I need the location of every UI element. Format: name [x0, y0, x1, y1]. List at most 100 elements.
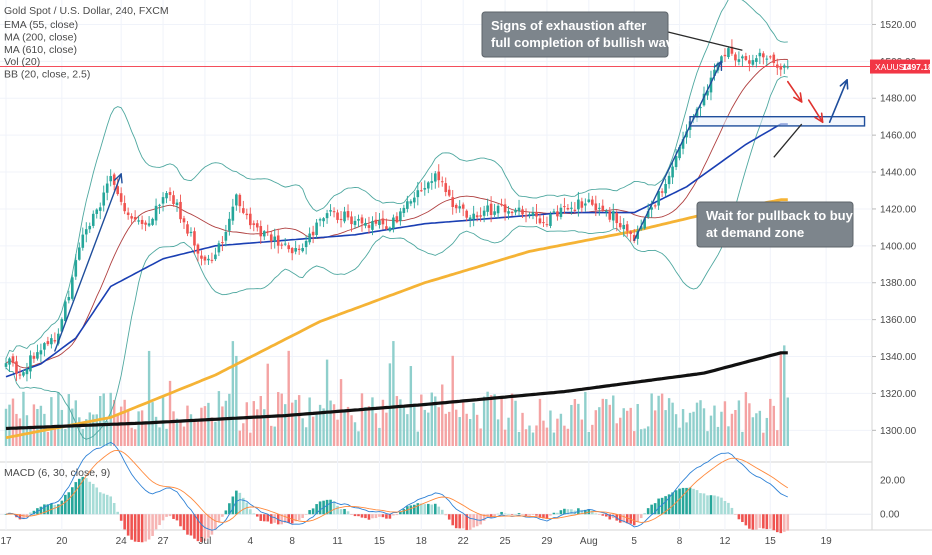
candle: [542, 215, 545, 227]
candle: [147, 216, 151, 228]
macd-histogram-bar: [224, 510, 228, 515]
candle-body: [53, 340, 57, 342]
candle-body: [186, 224, 189, 234]
volume-bar: [653, 410, 657, 446]
bb-lower: [5, 76, 788, 440]
macd-histogram-bar: [29, 512, 32, 515]
macd-histogram-bar: [734, 514, 737, 515]
candle: [465, 209, 468, 222]
volume-bar: [755, 413, 758, 446]
candle: [622, 218, 626, 237]
exhaustion-callout-box: [481, 11, 669, 58]
candle-body: [74, 260, 78, 277]
macd-histogram-bar: [468, 514, 472, 530]
candle: [144, 220, 147, 232]
candle-body: [353, 220, 357, 225]
volume-bar: [270, 425, 273, 446]
macd-histogram-bar: [98, 492, 102, 515]
candle: [193, 227, 196, 254]
candle-body: [207, 258, 210, 261]
volume-bar: [688, 412, 692, 446]
macd-histogram-bar: [161, 514, 165, 521]
candle-body: [699, 107, 702, 109]
candle: [584, 198, 587, 212]
candle: [566, 204, 570, 211]
candle-body: [542, 222, 545, 224]
macd-histogram-bar: [283, 514, 287, 523]
candle: [479, 207, 482, 222]
candle-body: [545, 224, 549, 226]
candle-body: [608, 211, 612, 220]
macd-histogram-bar: [413, 504, 416, 515]
macd-histogram-bar: [748, 514, 751, 529]
candle-body: [639, 226, 643, 230]
macd-histogram-bar: [297, 514, 301, 520]
volume-bar: [500, 398, 503, 446]
candle-body: [594, 203, 598, 211]
candle-body: [95, 209, 99, 214]
candle-body: [500, 204, 503, 206]
candle-body: [447, 189, 451, 196]
volume-bar: [189, 414, 193, 446]
candle: [775, 58, 779, 75]
candle-body: [325, 213, 329, 219]
y-tick-label: 1480.00: [880, 94, 917, 105]
macd-histogram-bar: [528, 514, 531, 516]
volume-bar: [53, 425, 57, 446]
pullback-arrow-1-shaft: [786, 80, 803, 103]
volume-bar: [430, 392, 433, 446]
candle-body: [413, 197, 416, 203]
y-tick-label: 1300.00: [880, 426, 917, 437]
volume-bar: [692, 411, 695, 446]
macd-histogram-bar: [542, 514, 545, 519]
macd-histogram-bar: [741, 514, 744, 523]
volume-bar: [674, 414, 678, 446]
macd-histogram-bar: [646, 508, 650, 515]
volume-bar: [64, 429, 67, 446]
candle-body: [409, 201, 413, 204]
candle-body: [11, 356, 15, 364]
macd-histogram-bar: [371, 514, 374, 519]
candle: [657, 189, 660, 210]
candle-body: [231, 206, 235, 221]
candle-body: [249, 213, 252, 226]
volume-bar: [350, 415, 353, 446]
volume-bar: [514, 400, 517, 446]
candle-body: [762, 53, 765, 58]
candle-body: [224, 231, 228, 241]
exhaustion-callout-line: Signs of exhaustion after: [491, 18, 646, 33]
macd-histogram-bar: [545, 514, 549, 519]
candle: [119, 187, 123, 206]
candle: [336, 209, 339, 224]
candle-body: [426, 182, 430, 189]
volume-bar: [224, 400, 228, 446]
volume-bar: [343, 409, 346, 446]
candle-body: [46, 341, 50, 345]
demand-zone: [689, 115, 866, 127]
x-tick-label: 29: [541, 536, 553, 547]
candle: [594, 195, 598, 217]
macd-histogram-bar: [723, 501, 727, 515]
candle: [399, 208, 402, 226]
macd-histogram-bar: [775, 514, 779, 533]
candle-body: [503, 204, 507, 213]
candle-body: [598, 207, 601, 209]
candle-body: [632, 234, 636, 242]
volume-bar: [301, 418, 304, 446]
candle-body: [161, 197, 165, 204]
candle-body: [573, 209, 577, 212]
macd-histogram-bar: [489, 514, 493, 518]
candle: [653, 203, 657, 209]
candle: [318, 217, 322, 227]
macd-histogram-bar: [22, 514, 25, 520]
candle: [699, 105, 702, 117]
candle-body: [636, 231, 639, 239]
candle: [210, 252, 214, 264]
candle-body: [276, 235, 280, 246]
x-tick-label: 25: [500, 536, 512, 547]
macd-histogram-bar: [702, 493, 706, 515]
candle: [259, 220, 263, 244]
candle: [385, 218, 388, 231]
candle-body: [193, 231, 196, 246]
